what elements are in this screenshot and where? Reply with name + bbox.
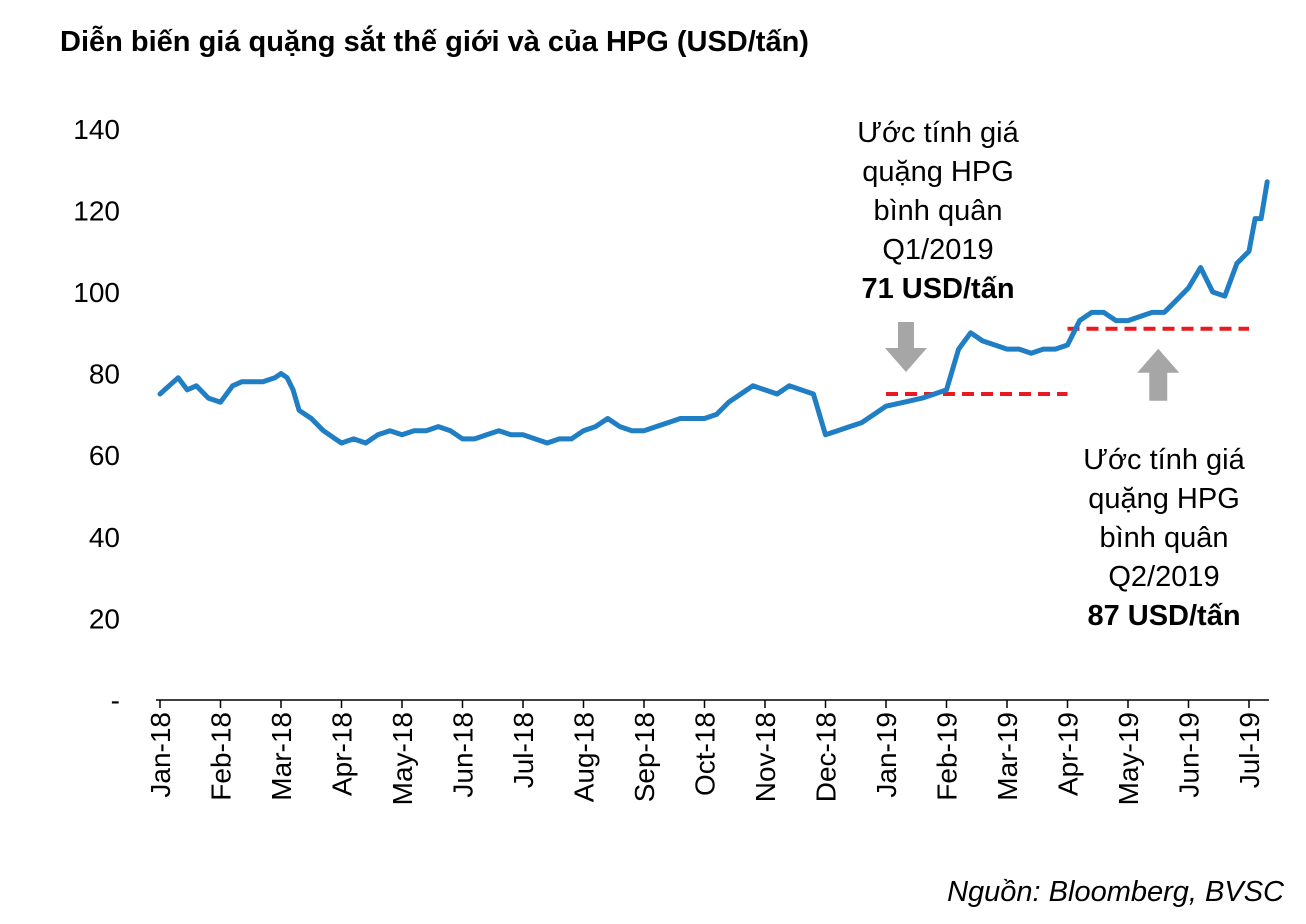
annotation-q1-value: 71 USD/tấn (861, 273, 1015, 305)
chart-title: Diễn biến giá quặng sắt thế giới và của … (60, 26, 809, 58)
x-tick-label: Nov-18 (750, 712, 781, 802)
annotation-q1-line3: bình quân (873, 195, 1003, 227)
x-tick-label: Aug-18 (569, 712, 600, 802)
x-tick-label: Sep-18 (629, 712, 660, 802)
x-tick-label: Jun-19 (1174, 712, 1205, 798)
x-tick-label: Jun-18 (448, 712, 479, 798)
annotation-q2-line1: Ước tính giá (1083, 444, 1245, 476)
annotation-q2-value: 87 USD/tấn (1087, 600, 1241, 632)
x-tick-label: Dec-18 (811, 712, 842, 802)
y-tick-label: 20 (89, 603, 120, 634)
y-tick-label: 60 (89, 440, 120, 471)
y-tick-label: 100 (73, 277, 120, 308)
annotation-q2-line3: bình quân (1099, 522, 1229, 554)
x-tick-label: Mar-19 (992, 712, 1023, 801)
x-tick-label: Jul-18 (508, 712, 539, 788)
annotation-q2-line4: Q2/2019 (1108, 561, 1220, 593)
series-group (157, 179, 1270, 446)
y-tick-label: 40 (89, 522, 120, 553)
annotation-q1-line1: Ước tính giá (857, 117, 1019, 149)
source-note: Nguồn: Bloomberg, BVSC (947, 876, 1284, 908)
x-tick-label: Mar-18 (266, 712, 297, 801)
series-line-1 (157, 179, 1270, 446)
x-tick-label: May-18 (387, 712, 418, 805)
x-tick-label: Jan-19 (871, 712, 902, 798)
x-tick-label: Jan-18 (145, 712, 176, 798)
x-tick-label: May-19 (1113, 712, 1144, 805)
y-axis: - 20 40 60 80 100 120 140 (73, 114, 120, 716)
x-axis: Jan-18 Feb-18 Mar-18 Apr-18 May-18 Jun-18 Jul-… (145, 699, 1269, 805)
hpg-reference-lines (886, 326, 1249, 396)
x-tick-label: Apr-19 (1053, 712, 1084, 796)
x-tick-label: Oct-18 (690, 712, 721, 796)
arrow-down-1 (884, 322, 927, 372)
y-tick-label: - (111, 685, 120, 716)
annotation-arrows (884, 322, 1180, 401)
annotation-q1-line4: Q1/2019 (882, 234, 994, 266)
annotation-q2-2019: Ước tính giá quặng HPG bình quân Q2/2019… (1040, 441, 1288, 636)
arrow-up-2 (1137, 348, 1180, 401)
annotation-q2-line2: quặng HPG (1088, 483, 1240, 515)
x-tick-label: Jul-19 (1234, 712, 1265, 788)
annotation-q1-2019: Ước tính giá quặng HPG bình quân Q1/2019… (820, 114, 1056, 309)
y-tick-label: 120 (73, 195, 120, 226)
x-tick-label: Feb-19 (932, 712, 963, 801)
y-tick-label: 140 (73, 114, 120, 145)
annotation-q1-line2: quặng HPG (862, 156, 1014, 188)
y-tick-label: 80 (89, 359, 120, 390)
x-tick-label: Apr-18 (327, 712, 358, 796)
x-tick-label: Feb-18 (206, 712, 237, 801)
